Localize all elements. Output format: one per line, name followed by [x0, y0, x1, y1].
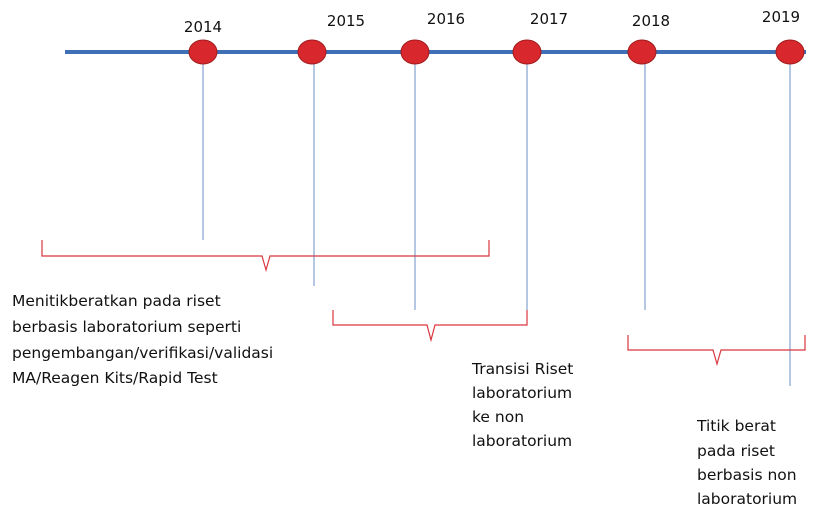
- year-label: 2016: [427, 10, 465, 28]
- text-line: ke non: [472, 408, 524, 426]
- text-line: laboratorium: [472, 384, 572, 402]
- phase-brace: [627, 335, 806, 367]
- year-label: 2018: [632, 12, 670, 30]
- text-line: berbasis non: [697, 466, 797, 484]
- year-dot: [775, 39, 805, 65]
- year-label: 2015: [327, 12, 365, 30]
- text-line: MA/Reagen Kits/Rapid Test: [12, 369, 218, 387]
- phase-brace: [41, 240, 490, 273]
- year-label: 2017: [530, 10, 568, 28]
- text-line: berbasis laboratorium seperti: [12, 318, 241, 336]
- text-line: pada riset: [697, 442, 775, 460]
- year-dot: [297, 39, 327, 65]
- text-line: pengembangan/verifikasi/validasi: [12, 344, 273, 362]
- text-line: Menitikberatkan pada riset: [12, 292, 221, 310]
- phase-brace: [332, 310, 528, 343]
- text-line: Titik berat: [696, 417, 776, 435]
- year-label: 2019: [762, 8, 800, 26]
- year-label: 2014: [184, 18, 222, 36]
- text-line: laboratorium: [472, 432, 572, 450]
- phase-text: Titik berat pada riset berbasis non labo…: [696, 417, 802, 507]
- year-dot: [188, 39, 218, 65]
- year-dot: [400, 39, 430, 65]
- text-line: Transisi Riset: [471, 360, 573, 378]
- text-line: laboratorium: [697, 490, 797, 507]
- year-dot: [627, 39, 657, 65]
- phase-text: Transisi Riset laboratorium ke non labor…: [471, 360, 578, 450]
- year-dot: [512, 39, 542, 65]
- phase-text: Menitikberatkan pada riset berbasis labo…: [12, 292, 278, 387]
